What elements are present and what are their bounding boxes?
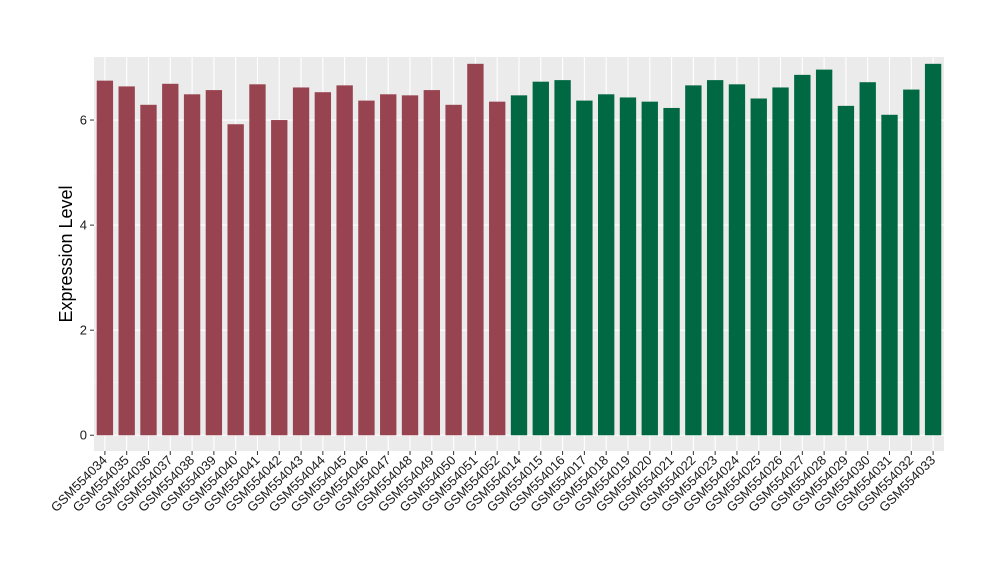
y-tick-label: 6 [80,113,87,128]
bar [772,87,789,436]
bar [750,98,767,436]
bar [903,89,920,436]
bar [205,90,223,436]
bar [685,85,702,436]
bar [859,82,876,436]
bar [663,107,680,436]
bar [162,83,179,436]
bar [380,94,397,436]
bar [227,124,244,436]
y-axis-title: Expression Level [56,185,76,322]
bar [510,95,528,436]
bar [576,100,593,436]
bar [358,100,375,436]
bar [489,101,506,436]
bar [619,97,637,436]
bar [467,63,484,436]
bar [706,80,724,436]
bar [271,120,288,436]
bar [728,84,746,436]
bar [314,92,332,436]
bar [794,74,811,436]
bar [140,104,157,436]
x-axis: GSM554034GSM554035GSM554036GSM554037GSM5… [48,451,938,515]
bar [837,105,855,436]
bar [881,114,898,436]
bar [423,90,440,436]
bar [924,63,942,436]
bar [401,95,419,436]
bar [292,87,310,436]
y-tick-label: 0 [80,428,87,443]
bars [96,63,942,436]
bar [336,85,353,436]
y-tick-label: 4 [80,218,87,233]
y-tick-label: 2 [80,323,87,338]
bar [445,104,462,436]
bar [118,86,135,436]
bar [598,94,615,436]
bar [183,94,201,436]
bar [554,80,571,436]
bar [96,80,114,436]
bar [641,101,658,436]
y-axis: 0 2 4 6 [80,113,94,443]
bar [249,84,266,436]
bar [532,81,549,436]
bar [815,69,833,436]
